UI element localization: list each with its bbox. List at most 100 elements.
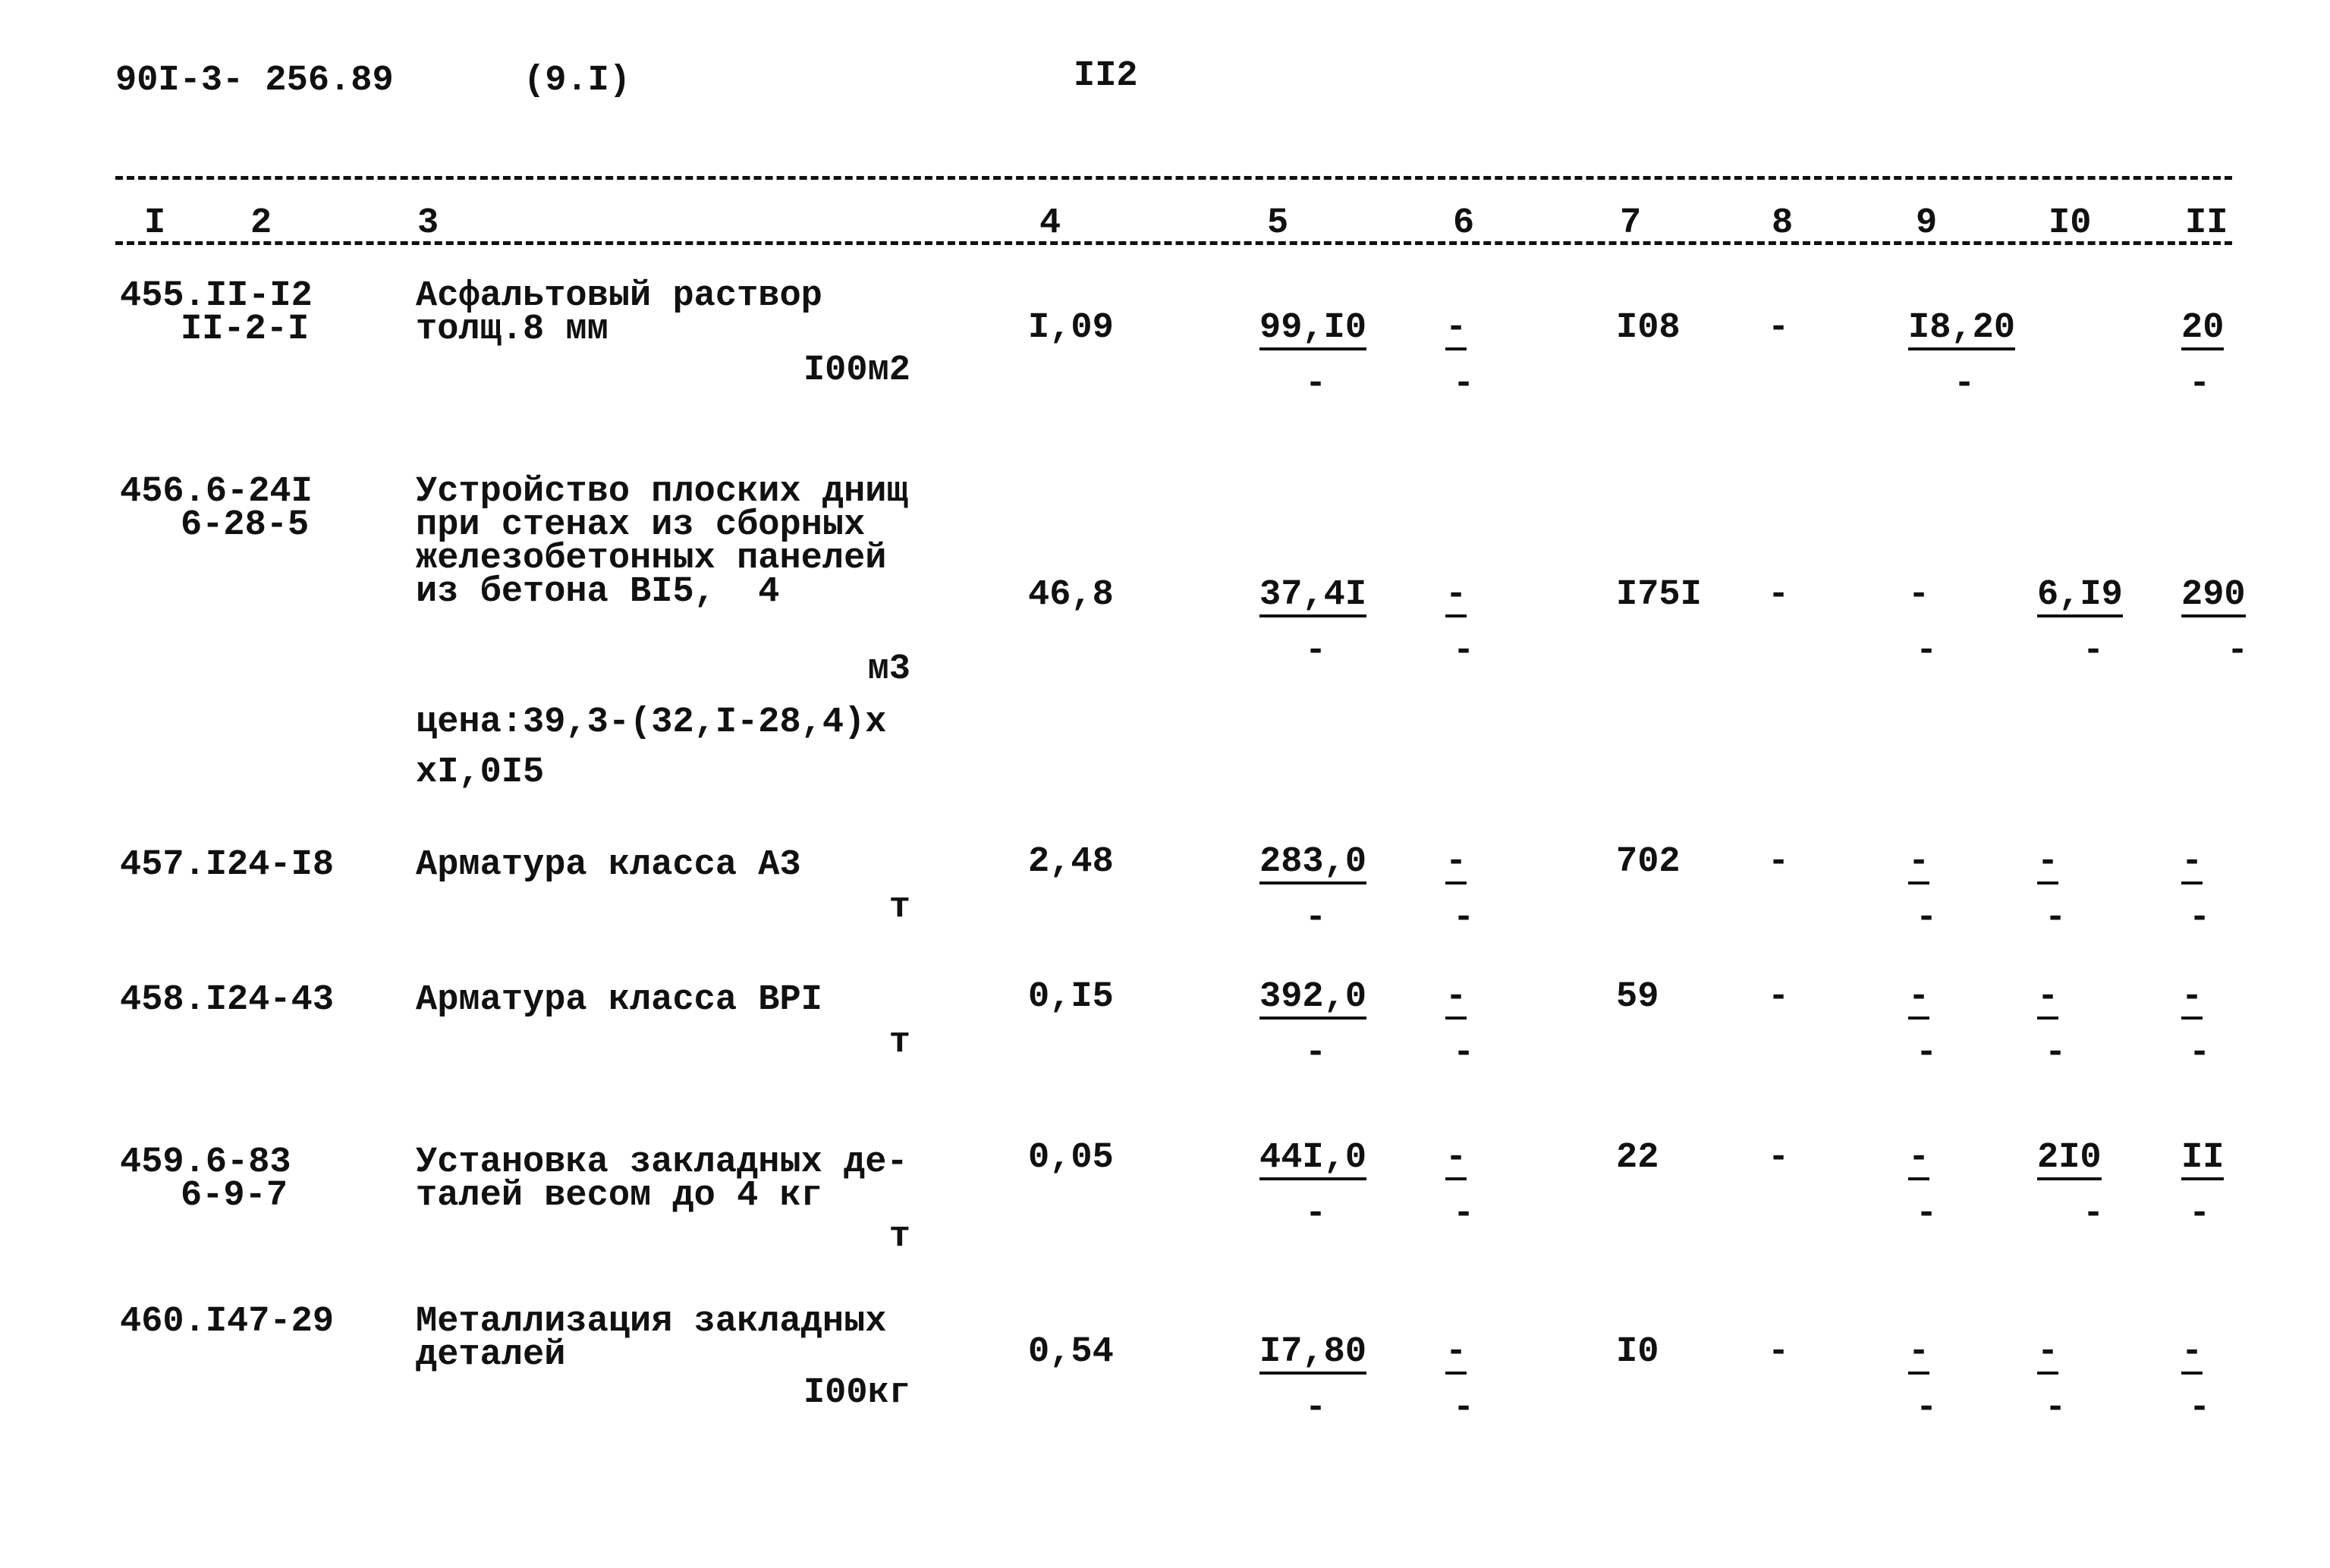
cell-subvalue: - (1916, 631, 1938, 671)
cell-value: I8,20 (1908, 310, 2016, 350)
item-description: талей весом до 4 кг (416, 1176, 822, 1216)
cell-value: - (1768, 308, 1790, 348)
cell-subvalue: - (2227, 631, 2249, 671)
cell-subvalue: - (1453, 1194, 1475, 1234)
column-header: 2 (250, 203, 272, 244)
cell-subvalue: - (1954, 364, 1976, 404)
item-description: Металлизация закладных (416, 1302, 887, 1342)
cell-value: II (2181, 1140, 2225, 1180)
item-description: деталей (416, 1335, 566, 1375)
cell-subvalue: - (2189, 1194, 2211, 1234)
column-header: 5 (1267, 203, 1289, 244)
column-header-divider (115, 241, 2232, 245)
cell-subvalue: - (2083, 631, 2105, 671)
cell-value: - (1768, 842, 1790, 882)
cell-subvalue: - (1305, 1194, 1327, 1234)
cell-subvalue: - (2189, 364, 2211, 404)
cell-subvalue: - (1453, 631, 1475, 671)
cell-value: 2,48 (1028, 842, 1114, 882)
item-description: железобетонных панелей (416, 539, 887, 579)
cell-value: - (2181, 979, 2203, 1020)
page-number: II2 (1074, 56, 1138, 96)
unit-label: I00кг (803, 1373, 910, 1413)
cell-value: I0 (1616, 1332, 1659, 1372)
cell-value: - (1908, 1334, 1930, 1375)
unit-label: т (888, 1023, 910, 1063)
cell-value: 290 (2181, 577, 2246, 617)
item-code: 460.I47-29 (120, 1302, 335, 1342)
cell-value: - (2037, 844, 2059, 885)
cell-value: I75I (1616, 575, 1702, 615)
unit-label: т (888, 888, 910, 928)
item-description: Установка закладных де- (416, 1142, 908, 1183)
cell-value: - (1768, 977, 1790, 1017)
unit-label: м3 (867, 649, 910, 690)
header-divider (115, 176, 2232, 180)
cell-value: 59 (1616, 977, 1659, 1017)
cell-subvalue: - (2189, 898, 2211, 938)
section-number: (9.I) (524, 61, 631, 101)
cell-value: 0,54 (1028, 1332, 1114, 1372)
item-code: 6-28-5 (181, 505, 310, 545)
column-header: 8 (1772, 203, 1794, 244)
cell-value: 20 (2181, 310, 2225, 350)
cell-value: 46,8 (1028, 575, 1114, 615)
cell-subvalue: - (2045, 1033, 2067, 1073)
cell-subvalue: - (2189, 1388, 2211, 1428)
cell-value: 99,I0 (1259, 310, 1367, 350)
cell-subvalue: - (1916, 1033, 1938, 1073)
cell-subvalue: - (1453, 898, 1475, 938)
cell-subvalue: - (2045, 1388, 2067, 1428)
cell-value: I,09 (1028, 308, 1114, 348)
cell-value: 2I0 (2037, 1140, 2102, 1180)
column-header: 4 (1039, 203, 1061, 244)
cell-value: - (1908, 844, 1930, 885)
column-header: I0 (2049, 203, 2092, 244)
cell-value: 0,05 (1028, 1138, 1114, 1178)
cell-value: - (1445, 1140, 1467, 1180)
column-header: I (144, 203, 166, 244)
cell-value: - (1445, 310, 1467, 350)
cell-subvalue: - (1916, 898, 1938, 938)
cell-subvalue: - (1305, 898, 1327, 938)
cell-subvalue: - (1305, 1033, 1327, 1073)
item-description: Устройство плоских днищ (416, 472, 908, 512)
item-description: при стенах из сборных (416, 505, 866, 545)
column-header: 9 (1916, 203, 1938, 244)
cell-value: 6,I9 (2037, 577, 2123, 617)
cell-value: - (1908, 979, 1930, 1020)
item-description: Арматура класса BPI (416, 980, 822, 1020)
cell-subvalue: - (1305, 1388, 1327, 1428)
item-description: Асфальтовый раствор (416, 276, 822, 316)
cell-value: - (2181, 1334, 2203, 1375)
cell-value: 392,0 (1259, 979, 1367, 1020)
cell-value: - (1908, 1140, 1930, 1180)
item-description: из бетона BI5, 4 (416, 572, 780, 612)
cell-value: - (1908, 575, 1930, 615)
cell-value: 22 (1616, 1138, 1659, 1178)
item-code: 458.I24-43 (120, 980, 335, 1020)
price-note: xI,0I5 (416, 753, 545, 793)
cell-value: - (2181, 844, 2203, 885)
column-header: 6 (1453, 203, 1475, 244)
item-code: II-2-I (181, 310, 310, 350)
cell-value: - (1445, 979, 1467, 1020)
item-description: Арматура класса A3 (416, 845, 801, 885)
unit-label: I00м2 (803, 350, 910, 391)
cell-value: - (1768, 575, 1790, 615)
item-code: 6-9-7 (181, 1176, 288, 1216)
column-header: 3 (417, 203, 439, 244)
cell-value: - (2037, 979, 2059, 1020)
item-code: 455.II-I2 (120, 276, 313, 316)
cell-value: 37,4I (1259, 577, 1367, 617)
column-header: 7 (1620, 203, 1642, 244)
cell-value: - (1768, 1332, 1790, 1372)
cell-subvalue: - (1916, 1194, 1938, 1234)
item-code: 459.6-83 (120, 1142, 291, 1183)
cell-subvalue: - (1305, 364, 1327, 404)
item-description: толщ.8 мм (416, 310, 608, 350)
price-note: цена:39,3-(32,I-28,4)x (416, 702, 887, 743)
cell-subvalue: - (1453, 1388, 1475, 1428)
cell-value: 0,I5 (1028, 977, 1114, 1017)
item-code: 457.I24-I8 (120, 845, 335, 885)
